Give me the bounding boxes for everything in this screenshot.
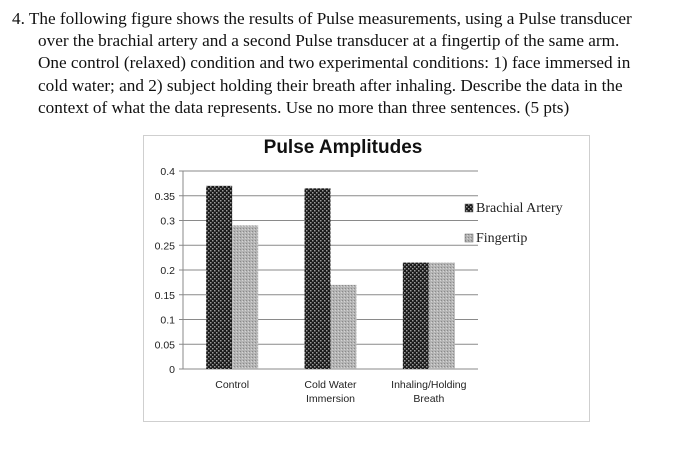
y-tick-label: 0 <box>169 364 175 376</box>
x-tick-label: Inhaling/Holding <box>391 379 466 391</box>
question-line: cold water; and 2) subject holding their… <box>38 75 623 95</box>
question-line: One control (relaxed) condition and two … <box>38 53 631 73</box>
legend-label: Fingertip <box>476 231 527 246</box>
y-tick-label: 0.25 <box>155 240 176 252</box>
y-tick-label: 0.05 <box>155 339 176 351</box>
y-tick-label: 0.1 <box>160 315 175 327</box>
bar-fingertip <box>232 225 259 369</box>
x-tick-label: Cold Water <box>304 379 357 391</box>
y-tick-label: 0.15 <box>155 290 176 302</box>
legend-swatch <box>464 233 474 243</box>
x-tick-label: Control <box>215 379 249 391</box>
bar-brachial-artery <box>402 262 429 369</box>
y-tick-label: 0.35 <box>155 191 176 203</box>
x-tick-label: Breath <box>413 393 444 405</box>
legend-label: Brachial Artery <box>476 201 563 216</box>
question-text: 4. The following figure shows the result… <box>12 8 692 119</box>
y-tick-label: 0.2 <box>160 265 175 277</box>
bar-fingertip <box>330 284 357 369</box>
bar-brachial-artery <box>304 188 331 369</box>
bar-fingertip <box>428 262 455 369</box>
bar-brachial-artery <box>206 185 233 369</box>
y-tick-label: 0.4 <box>160 166 175 178</box>
question-line: 4. The following figure shows the result… <box>12 9 632 28</box>
chart-title: Pulse Amplitudes <box>263 137 423 158</box>
question-line: over the brachial artery and a second Pu… <box>38 31 620 51</box>
x-tick-label: Immersion <box>306 393 355 405</box>
question-line: context of what the data represents. Use… <box>38 97 570 117</box>
legend-swatch <box>464 203 474 213</box>
y-tick-label: 0.3 <box>160 216 175 228</box>
